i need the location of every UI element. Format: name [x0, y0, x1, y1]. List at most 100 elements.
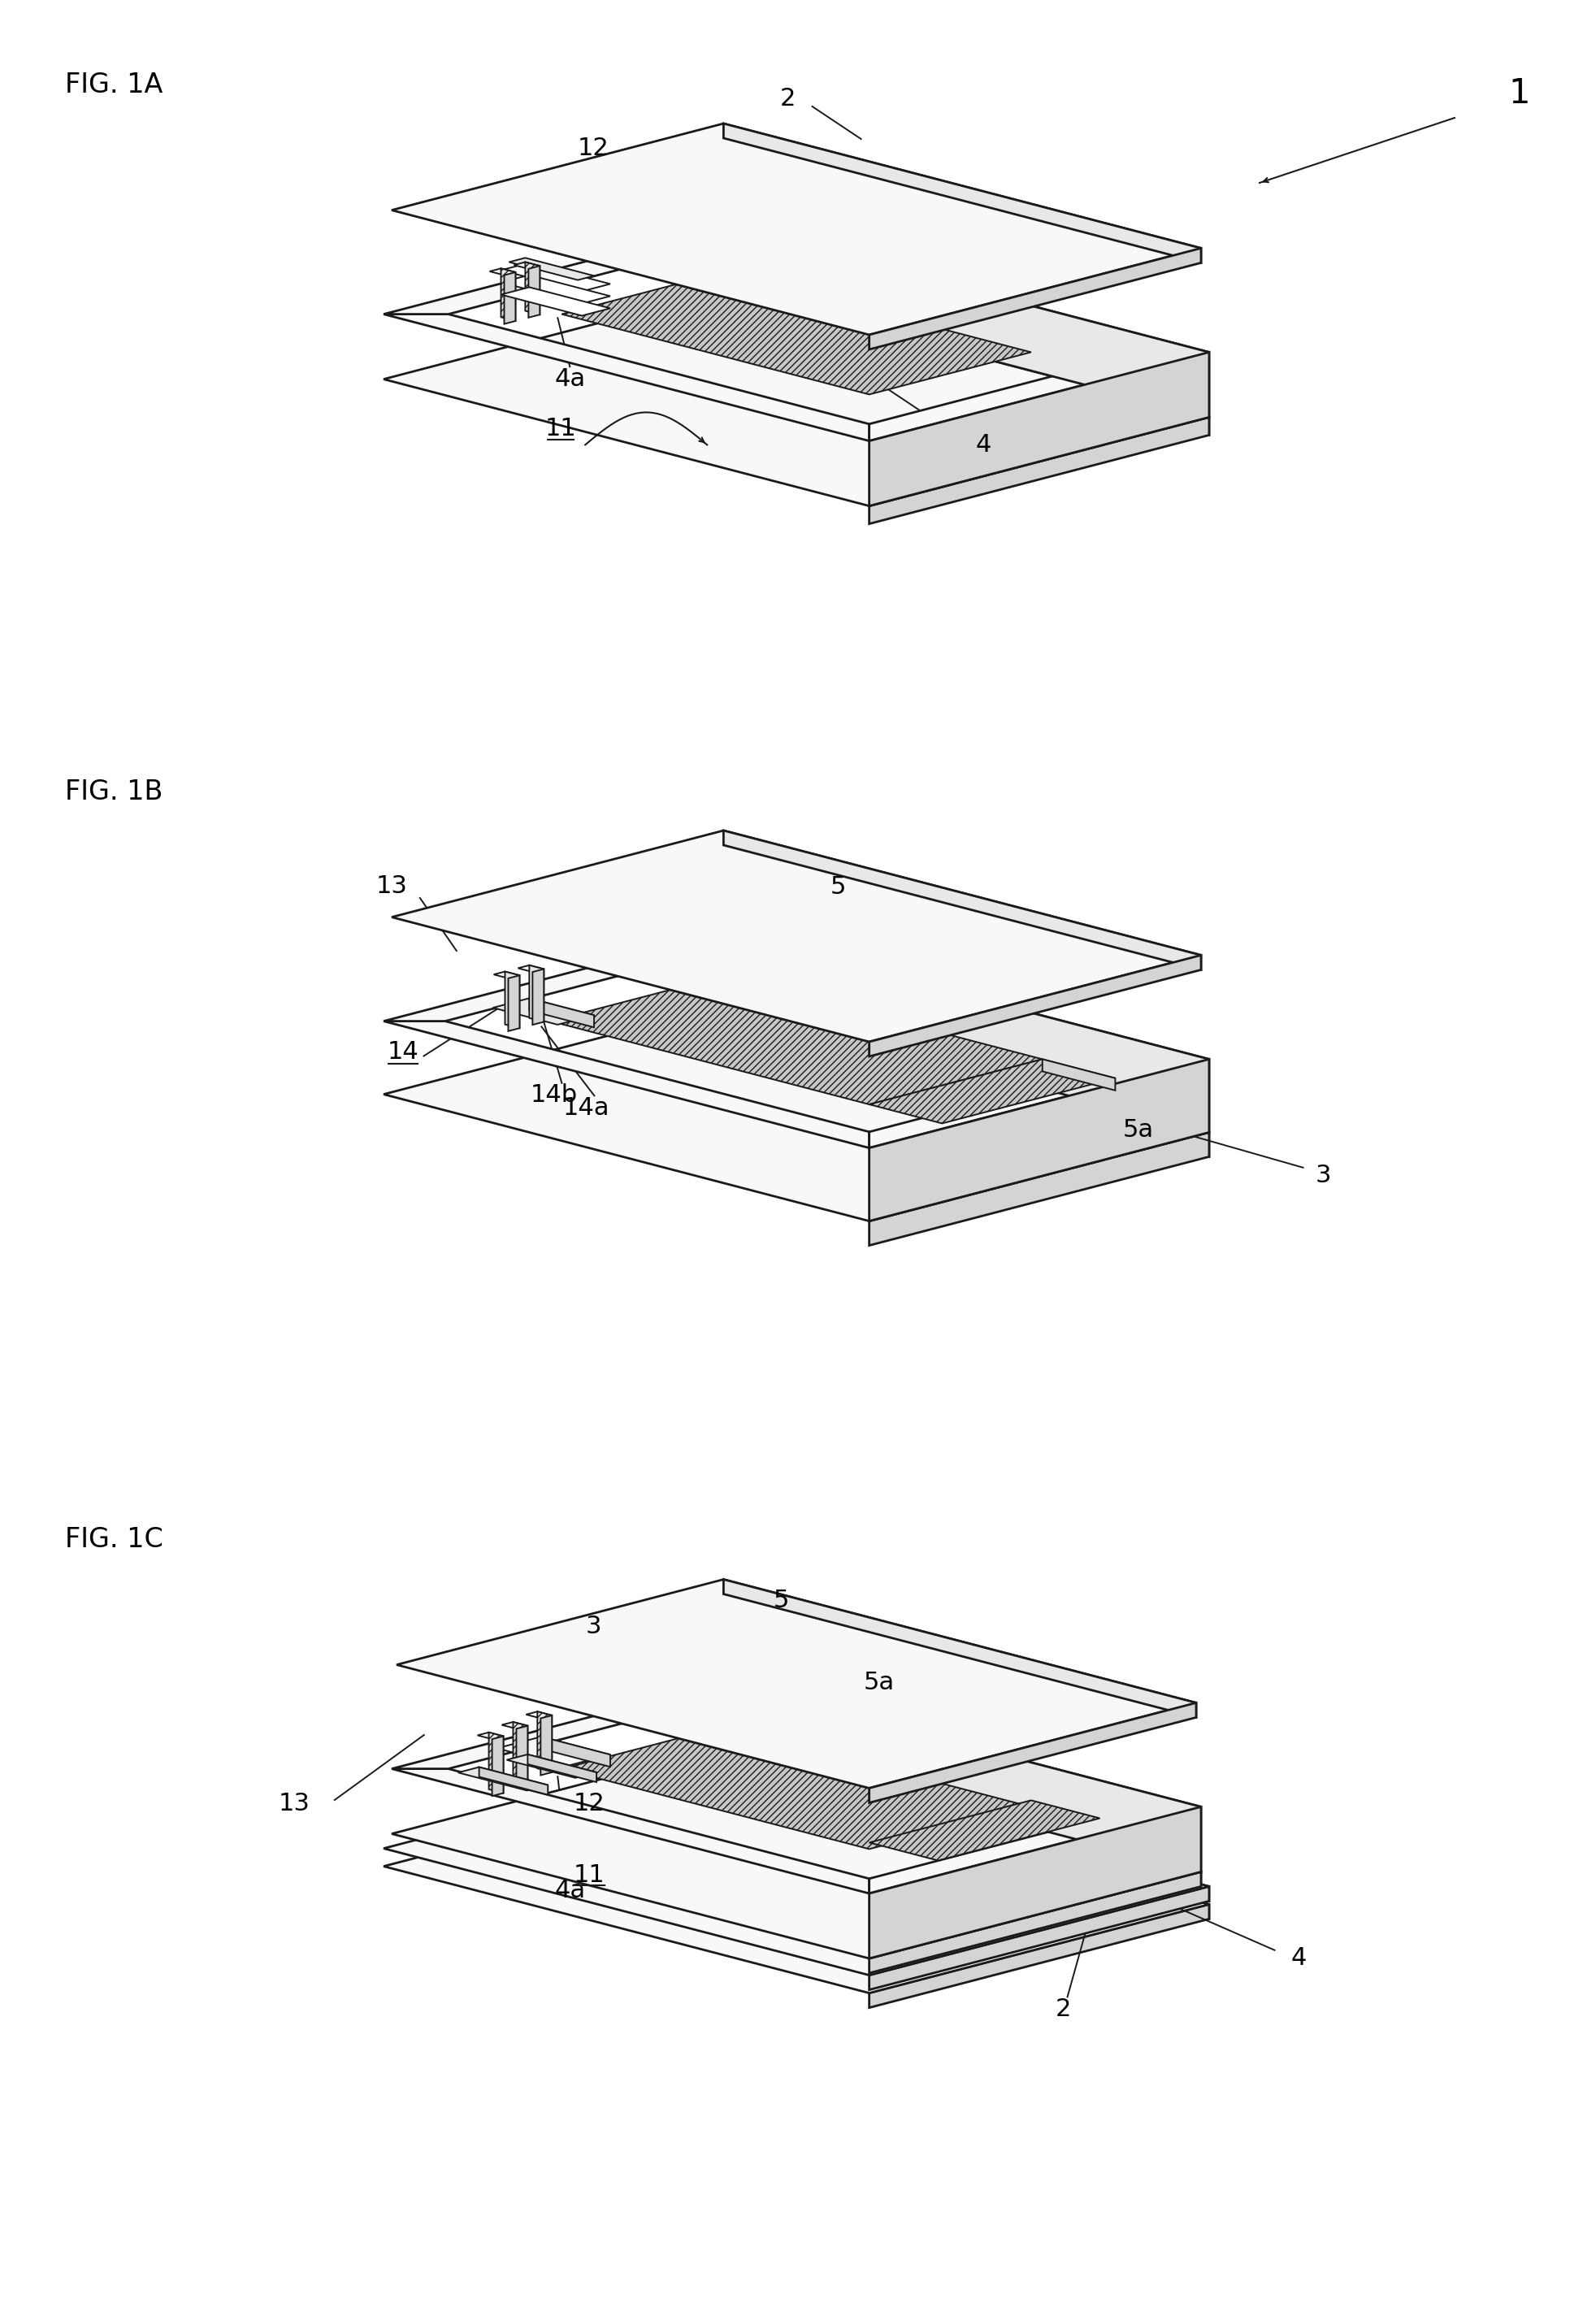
Polygon shape — [723, 1681, 1200, 1871]
Polygon shape — [527, 1756, 597, 1781]
Polygon shape — [391, 831, 1200, 1042]
Polygon shape — [458, 1767, 547, 1790]
Polygon shape — [868, 1800, 1100, 1860]
Polygon shape — [723, 1746, 1200, 1888]
Text: 4: 4 — [975, 433, 991, 456]
Text: 5: 5 — [772, 1589, 788, 1612]
Polygon shape — [383, 1005, 1208, 1221]
Text: 5a: 5a — [1122, 1119, 1154, 1142]
Polygon shape — [383, 315, 868, 440]
Polygon shape — [383, 1760, 1208, 1976]
Polygon shape — [383, 1021, 868, 1149]
Polygon shape — [517, 966, 544, 973]
Polygon shape — [528, 966, 544, 1021]
Polygon shape — [383, 225, 723, 315]
Polygon shape — [493, 970, 519, 977]
Text: 4a: 4a — [554, 366, 586, 391]
Polygon shape — [868, 1806, 1200, 1894]
Text: 1: 1 — [1508, 76, 1529, 111]
Text: FIG. 1A: FIG. 1A — [65, 72, 163, 97]
Polygon shape — [723, 225, 1208, 352]
Polygon shape — [868, 1806, 1200, 1959]
Polygon shape — [512, 1723, 527, 1783]
Polygon shape — [496, 1737, 610, 1767]
Polygon shape — [723, 290, 1208, 435]
Polygon shape — [528, 266, 539, 317]
Text: 3: 3 — [586, 1614, 602, 1637]
Polygon shape — [868, 352, 1208, 440]
Text: 11: 11 — [544, 417, 576, 440]
Polygon shape — [541, 1737, 610, 1767]
Polygon shape — [723, 933, 1208, 1133]
Polygon shape — [391, 1746, 1200, 1959]
Polygon shape — [868, 1702, 1195, 1802]
Polygon shape — [509, 257, 594, 280]
Polygon shape — [562, 1725, 1031, 1848]
Polygon shape — [504, 273, 516, 324]
Polygon shape — [531, 968, 544, 1024]
Polygon shape — [868, 248, 1200, 350]
Polygon shape — [506, 1756, 597, 1779]
Polygon shape — [723, 933, 1208, 1058]
Text: 5: 5 — [830, 875, 846, 899]
Polygon shape — [868, 1058, 1114, 1123]
Polygon shape — [868, 1888, 1208, 1989]
Polygon shape — [396, 1580, 1195, 1788]
Polygon shape — [723, 1681, 1200, 1806]
Text: 4: 4 — [1291, 1945, 1306, 1971]
Polygon shape — [391, 1681, 723, 1769]
Polygon shape — [501, 287, 610, 315]
Polygon shape — [516, 1725, 527, 1786]
Polygon shape — [501, 1723, 527, 1728]
Polygon shape — [504, 970, 519, 1028]
Polygon shape — [723, 1580, 1195, 1718]
Text: 3: 3 — [1315, 1165, 1331, 1188]
Text: 13: 13 — [375, 873, 407, 899]
Polygon shape — [479, 1767, 547, 1795]
Polygon shape — [383, 933, 723, 1021]
Polygon shape — [501, 269, 516, 322]
Text: 12: 12 — [573, 1793, 605, 1816]
Text: FIG. 1B: FIG. 1B — [65, 778, 163, 806]
Polygon shape — [868, 417, 1208, 523]
Text: 11: 11 — [573, 1864, 605, 1888]
Polygon shape — [501, 276, 610, 303]
Polygon shape — [493, 998, 594, 1024]
Polygon shape — [490, 269, 516, 276]
Polygon shape — [501, 262, 610, 292]
Polygon shape — [868, 1904, 1208, 2008]
Polygon shape — [868, 1058, 1208, 1149]
Polygon shape — [868, 1133, 1208, 1246]
Polygon shape — [1042, 1058, 1114, 1091]
Text: 14: 14 — [388, 1040, 420, 1063]
Polygon shape — [723, 1779, 1208, 1920]
Polygon shape — [525, 262, 539, 315]
Polygon shape — [391, 1769, 868, 1894]
Text: 14b: 14b — [530, 1084, 578, 1107]
Polygon shape — [492, 1737, 503, 1795]
Polygon shape — [723, 831, 1200, 970]
Polygon shape — [868, 1871, 1200, 1973]
Polygon shape — [723, 1760, 1208, 1901]
Polygon shape — [383, 290, 1208, 505]
Polygon shape — [508, 975, 519, 1031]
Text: 2: 2 — [1055, 1996, 1071, 2022]
Polygon shape — [514, 262, 539, 269]
Text: FIG. 1C: FIG. 1C — [65, 1526, 163, 1554]
Polygon shape — [528, 998, 594, 1028]
Text: 4a: 4a — [554, 1878, 586, 1901]
Text: 5a: 5a — [863, 1670, 894, 1695]
Polygon shape — [551, 975, 1042, 1105]
Polygon shape — [383, 1779, 1208, 1994]
Polygon shape — [391, 123, 1200, 336]
Polygon shape — [868, 352, 1208, 505]
Polygon shape — [538, 1712, 552, 1772]
Text: 2: 2 — [779, 86, 795, 111]
Polygon shape — [562, 271, 1031, 394]
Polygon shape — [488, 1732, 503, 1793]
Polygon shape — [868, 954, 1200, 1056]
Polygon shape — [723, 1005, 1208, 1156]
Polygon shape — [723, 225, 1208, 417]
Polygon shape — [868, 1058, 1208, 1221]
Text: 12: 12 — [578, 137, 610, 160]
